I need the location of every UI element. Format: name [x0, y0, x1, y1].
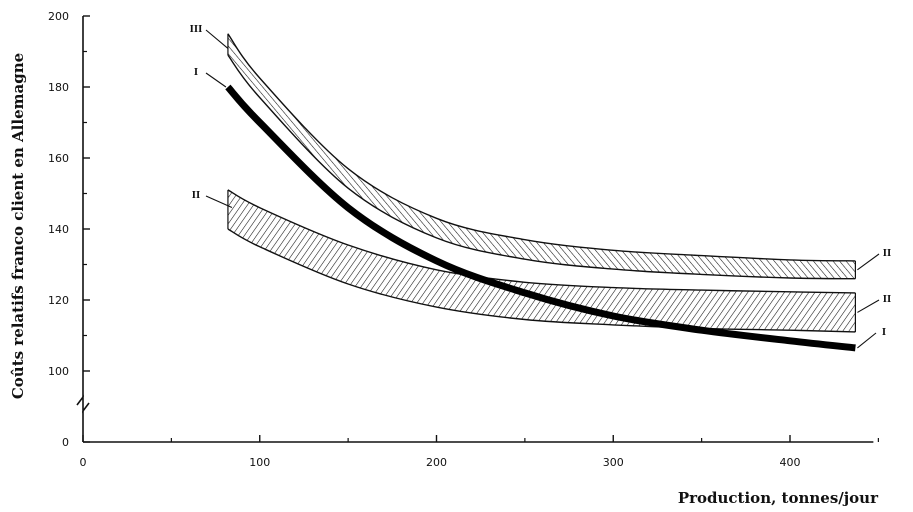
y-axis-break: [76, 394, 90, 414]
x-tick-label: 400: [780, 456, 801, 469]
series-label-left-ii: II: [192, 191, 200, 201]
series-label-right-ii: II: [883, 295, 891, 305]
leader-line: [205, 29, 229, 49]
axes: 0 100 120 140 160 180 200 0 100 200 300 400: [48, 10, 879, 469]
y-tick-label: 200: [48, 10, 69, 23]
band-ii-fill: [227, 189, 856, 332]
y-tick-label: 140: [48, 223, 69, 236]
y-tick-label: 160: [48, 152, 69, 165]
series-label-left-iii: III: [190, 25, 203, 35]
band-iii-upper: [227, 33, 856, 262]
y-axis-title: Coûts relatifs franco client en Allemagn…: [9, 53, 27, 399]
series-label-right-i: I: [882, 328, 886, 338]
leader-line: [205, 195, 233, 208]
cost-lines: [225, 84, 856, 352]
x-tick-label: 200: [426, 456, 447, 469]
band-iii-lower: [227, 54, 856, 280]
y-tick-label: 100: [48, 365, 69, 378]
hatched-bands: [227, 33, 856, 333]
band-ii-lower: [227, 228, 856, 333]
band-ii-upper: [227, 189, 856, 294]
x-tick-label: 300: [603, 456, 624, 469]
leader-line: [205, 72, 227, 88]
y-tick-label: 120: [48, 294, 69, 307]
x-tick-label: 100: [249, 456, 270, 469]
y-tick-label: 0: [62, 436, 69, 449]
x-tick-label: 0: [80, 456, 87, 469]
series-label-left-i: I: [194, 68, 198, 78]
y-tick-label: 180: [48, 81, 69, 94]
leader-line: [857, 332, 877, 349]
leader-line: [857, 299, 880, 313]
series-label-right-ii: II: [883, 249, 891, 259]
line-i: [225, 84, 856, 352]
x-axis-title: Production, tonnes/jour: [678, 489, 879, 507]
leader-line: [857, 253, 880, 271]
